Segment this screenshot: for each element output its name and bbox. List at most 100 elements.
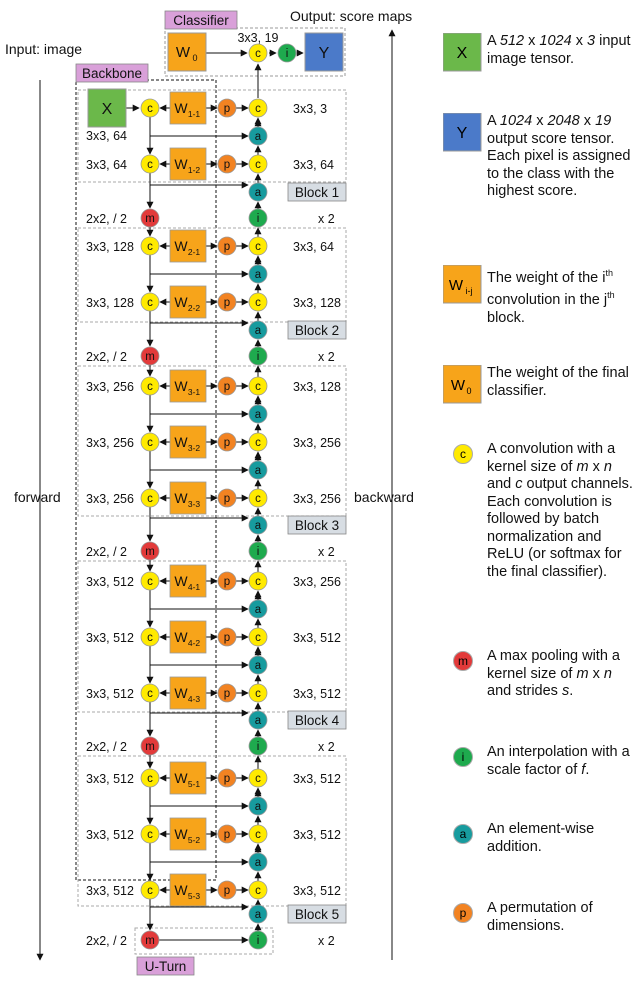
svg-text:a: a	[460, 827, 467, 841]
block-5-conv-3-bwd-spec: 3x3, 512	[293, 884, 341, 898]
block-4-conv-3-weight-label: W	[174, 685, 188, 701]
block-1-tag-text: Block 1	[295, 185, 339, 200]
block-4-conv-2-weight-sub: 4-2	[188, 638, 201, 648]
block-1-pool-label: m	[145, 213, 155, 225]
block-2-add-1-label: a	[255, 269, 262, 281]
block-3-pool	[140, 541, 160, 561]
block-2-conv-2-weight	[169, 285, 207, 319]
block-4-add-1	[248, 599, 268, 619]
block-4-conv-3-weight	[169, 676, 207, 710]
uturn-box	[134, 927, 274, 955]
classifier-weight	[167, 32, 207, 72]
block-4-conv-1-weight	[169, 564, 207, 598]
block-5-add-1	[248, 796, 268, 816]
block-3-tag	[287, 515, 347, 535]
output-tensor-icon: Y	[443, 113, 482, 152]
classifier-conv-label: c	[255, 48, 261, 60]
block-3-conv-2-bwd-spec: 3x3, 256	[293, 436, 341, 450]
block-5-add-2-label: a	[255, 857, 262, 869]
block-2-tag-text: Block 2	[295, 323, 339, 338]
block-3-add-1	[248, 404, 268, 424]
block-1-conv-2-perm-label: p	[224, 159, 230, 171]
block-3-conv-2-fwd	[140, 432, 160, 452]
block-2-interp-spec: x 2	[318, 350, 335, 364]
block-2-conv-2-bwd-label: c	[255, 297, 261, 309]
input-label: Input: image	[5, 41, 82, 57]
block-4-conv-1-fwd-label: c	[147, 576, 153, 588]
block-4-conv-2-perm-label: p	[224, 632, 230, 644]
block-2-pool-label: m	[145, 351, 155, 363]
svg-text:Y: Y	[457, 125, 468, 142]
block-5-conv-2-fwd-label: c	[147, 829, 153, 841]
block-2-conv-2-fwd-label: c	[147, 297, 153, 309]
perm-icon: p	[453, 903, 473, 923]
block-1-conv-1-perm	[217, 98, 237, 118]
block-5-conv-3-weight-label: W	[174, 882, 188, 898]
block-4-conv-1-fwd-spec: 3x3, 512	[86, 575, 134, 589]
block-3-add-2	[248, 460, 268, 480]
legend-output-text: A 1024 x 2048 x 19 output score tensor. …	[487, 113, 631, 199]
legend: X A 512 x 1024 x 3 input image tensor. Y…	[440, 0, 640, 988]
block-3-conv-1-fwd-spec: 3x3, 256	[86, 380, 134, 394]
block-3-conv-1-perm	[217, 376, 237, 396]
block-5-conv-1-perm-label: p	[224, 773, 230, 785]
block-1-out-add-label: a	[255, 187, 262, 199]
block-4-interp	[248, 736, 268, 756]
block-5-conv-1-fwd	[140, 768, 160, 788]
block-4-conv-2-bwd	[248, 627, 268, 647]
block-2-conv-1-fwd-spec: 3x3, 128	[86, 240, 134, 254]
block-5-out-add-label: a	[255, 909, 262, 921]
block-5-pool-spec: 2x2, / 2	[86, 934, 127, 948]
block-4-conv-3-perm-label: p	[224, 688, 230, 700]
block-4-conv-3-fwd	[140, 683, 160, 703]
block-5-conv-1-fwd-spec: 3x3, 512	[86, 772, 134, 786]
block-3-conv-2-fwd-label: c	[147, 437, 153, 449]
svg-text:W: W	[451, 377, 466, 394]
block-3-conv-1-perm-label: p	[224, 381, 230, 393]
block-3-conv-1-weight-label: W	[174, 378, 188, 394]
block-4-conv-2-weight	[169, 620, 207, 654]
block-5-conv-1-bwd	[248, 768, 268, 788]
block-3-conv-2-fwd-spec: 3x3, 256	[86, 436, 134, 450]
block-5-conv-1-weight-sub: 5-1	[188, 779, 201, 789]
block-5-conv-2-perm-label: p	[224, 829, 230, 841]
block-3-pool-label: m	[145, 546, 155, 558]
block-5-conv-2-weight-label: W	[174, 826, 188, 842]
block-4-conv-2-fwd-spec: 3x3, 512	[86, 631, 134, 645]
block-5-box	[77, 755, 347, 907]
block-3-out-add	[248, 515, 268, 535]
block-5-conv-2-weight	[169, 817, 207, 851]
classifier-box	[164, 27, 346, 77]
block-4-pool	[140, 736, 160, 756]
legend-classifier-text: The weight of the final classifier.	[487, 365, 629, 399]
block-1-conv-1-weight-label: W	[174, 100, 188, 116]
block-4-conv-1-perm	[217, 571, 237, 591]
block-2-conv-2-fwd-spec: 3x3, 128	[86, 296, 134, 310]
block-3-conv-2-weight	[169, 425, 207, 459]
block-1-conv-1-bwd-spec: 3x3, 3	[293, 102, 327, 116]
block-3-conv-3-perm	[217, 488, 237, 508]
block-4-conv-2-perm	[217, 627, 237, 647]
block-3-conv-3-weight	[169, 481, 207, 515]
block-4-pool-spec: 2x2, / 2	[86, 740, 127, 754]
block-1-conv-1-bwd-label: c	[255, 103, 261, 115]
block-4-conv-3-bwd	[248, 683, 268, 703]
pool-icon: m	[453, 651, 473, 671]
block-4-conv-3-bwd-label: c	[255, 688, 261, 700]
block-3-interp-spec: x 2	[318, 545, 335, 559]
block-4-conv-1-fwd	[140, 571, 160, 591]
block-3-conv-2-weight-label: W	[174, 434, 188, 450]
block-3-box	[77, 365, 347, 517]
block-5-conv-2-bwd	[248, 824, 268, 844]
block-1-interp-label: i	[257, 213, 260, 225]
block-3-conv-1-fwd	[140, 376, 160, 396]
svg-text:p: p	[460, 906, 467, 920]
block-4-out-add	[248, 710, 268, 730]
classifier-spec: 3x3, 19	[237, 31, 278, 45]
block-3-conv-2-perm	[217, 432, 237, 452]
block-3-conv-3-weight-label: W	[174, 490, 188, 506]
block-5-interp-label: i	[257, 935, 260, 947]
block-5-conv-1-weight-label: W	[174, 770, 188, 786]
output-tensor-label: Y	[319, 45, 330, 62]
